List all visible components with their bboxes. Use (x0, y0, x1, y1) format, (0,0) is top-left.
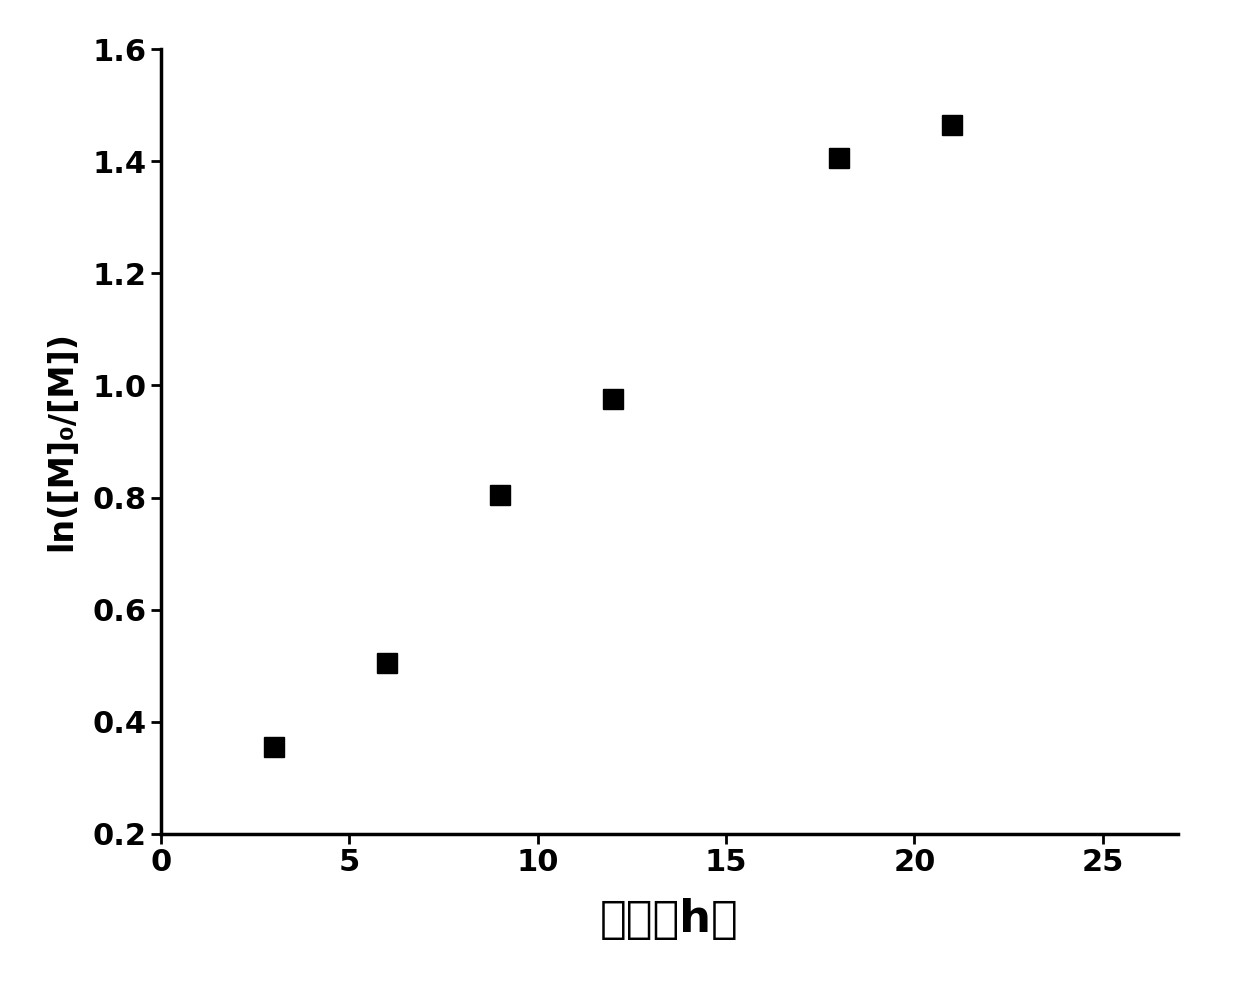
Y-axis label: ln([M]₀/[M]): ln([M]₀/[M]) (46, 332, 78, 551)
X-axis label: 时间（h）: 时间（h） (600, 899, 739, 941)
